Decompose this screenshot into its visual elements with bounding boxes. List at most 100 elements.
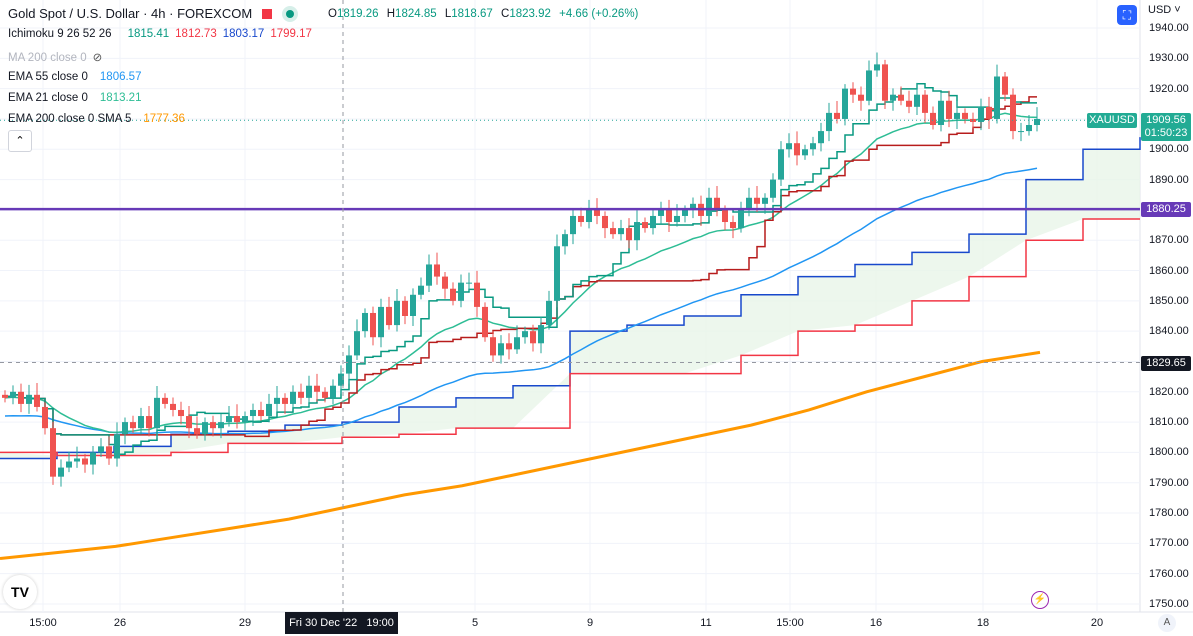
candle-body (106, 446, 112, 459)
candle-body (978, 106, 984, 122)
candle-body (346, 355, 352, 374)
candle-body (554, 246, 560, 301)
candle-body (18, 391, 24, 404)
fullscreen-button[interactable]: ⛶ (1117, 5, 1137, 25)
legend-ema21[interactable]: EMA 21 close 0 1813.21 (8, 92, 142, 104)
candle-body (442, 276, 448, 289)
legend-ema200[interactable]: EMA 200 close 0 SMA 5 1777.36 (8, 113, 185, 125)
y-tick-label: 1890.00 (1149, 173, 1189, 186)
candle-body (74, 458, 80, 462)
candle-body (218, 422, 224, 429)
collapse-legend-button[interactable]: ⌃ (8, 130, 32, 152)
candle-body (810, 143, 816, 150)
candle-body (66, 461, 72, 468)
candle-body (154, 397, 160, 429)
legend-ma200[interactable]: MA 200 close 0 ⊘ (8, 52, 103, 64)
candle-body (738, 209, 744, 229)
candle-body (98, 446, 104, 453)
x-tick-label: 29 (238, 617, 252, 629)
candle-body (170, 403, 176, 410)
tradingview-logo[interactable]: TV (3, 575, 37, 609)
x-tick-label: 11 (700, 617, 712, 629)
candle-body (122, 422, 128, 435)
candle-body (210, 422, 216, 429)
candle-body (34, 394, 40, 407)
candle-body (114, 434, 120, 459)
candle-body (778, 149, 784, 180)
candle-body (890, 94, 896, 101)
candle-body (602, 215, 608, 229)
ema55-line (4, 167, 1038, 435)
candle-body (402, 300, 408, 316)
candle-body (202, 422, 208, 435)
y-tick-label: 1780.00 (1149, 507, 1189, 520)
candle-body (378, 306, 384, 338)
candle-body (10, 391, 16, 398)
legend-ema55[interactable]: EMA 55 close 0 1806.57 (8, 71, 142, 83)
crosshair-price-tag: 1829.65 (1141, 356, 1191, 371)
candle-body (2, 394, 8, 398)
candle-body (626, 228, 632, 241)
candle-body (386, 306, 392, 326)
candle-body (666, 209, 672, 223)
candle-body (58, 467, 64, 477)
candle-body (538, 325, 544, 344)
lightning-icon[interactable]: ⚡ (1031, 591, 1049, 609)
candle-body (458, 282, 464, 301)
candle-body (562, 234, 568, 247)
flag-icon[interactable] (262, 8, 273, 19)
candle-body (946, 100, 952, 119)
candle-body (690, 203, 696, 210)
candle-body (474, 282, 480, 307)
candle-body (410, 294, 416, 316)
candle-body (938, 100, 944, 126)
ichimoku-base-line (5, 96, 1037, 438)
candle-body (506, 343, 512, 350)
symbol-tag: XAUUSD (1087, 113, 1137, 128)
candle-body (314, 385, 320, 392)
candle-body (498, 343, 504, 356)
x-tick-label: 15:00 (776, 617, 804, 629)
currency-selector[interactable]: USD ˅ (1148, 4, 1181, 16)
candle-body (866, 70, 872, 101)
candle-body (1026, 125, 1032, 132)
candle-body (914, 94, 920, 107)
candle-body (146, 416, 152, 429)
symbol-title[interactable]: Gold Spot / U.S. Dollar · 4h · FOREXCOM (8, 6, 300, 21)
candle-body (290, 391, 296, 404)
candle-body (426, 264, 432, 286)
candle-body (138, 416, 144, 429)
candle-body (706, 197, 712, 216)
y-tick-label: 1940.00 (1149, 22, 1189, 34)
candle-body (930, 112, 936, 126)
candle-body (842, 88, 848, 119)
candle-body (658, 209, 664, 216)
candle-body (370, 312, 376, 338)
candle-body (682, 209, 688, 216)
y-tick-label: 1900.00 (1149, 143, 1189, 156)
candle-body (274, 397, 280, 404)
x-tick-label: 16 (869, 617, 883, 629)
auto-scale-button[interactable]: A (1158, 614, 1176, 632)
candle-body (546, 300, 552, 326)
candle-body (674, 215, 680, 223)
candle-body (354, 331, 360, 356)
candle-body (242, 416, 248, 423)
candle-body (522, 331, 528, 338)
candle-body (530, 331, 536, 344)
y-tick-label: 1870.00 (1149, 234, 1189, 247)
candle-body (746, 197, 752, 210)
x-tick-label: 26 (113, 617, 127, 629)
hidden-eye-icon[interactable]: ⊘ (92, 52, 103, 64)
candle-body (282, 397, 288, 404)
legend-ichimoku[interactable]: Ichimoku 9 26 52 26 1815.41 1812.73 1803.17… (8, 28, 312, 40)
candle-body (586, 209, 592, 223)
candle-body (194, 428, 200, 435)
y-tick-label: 1860.00 (1149, 264, 1189, 277)
market-status-icon (286, 9, 295, 18)
candle-body (42, 406, 48, 429)
candle-body (754, 197, 760, 204)
candle-body (826, 112, 832, 132)
candle-body (786, 143, 792, 150)
